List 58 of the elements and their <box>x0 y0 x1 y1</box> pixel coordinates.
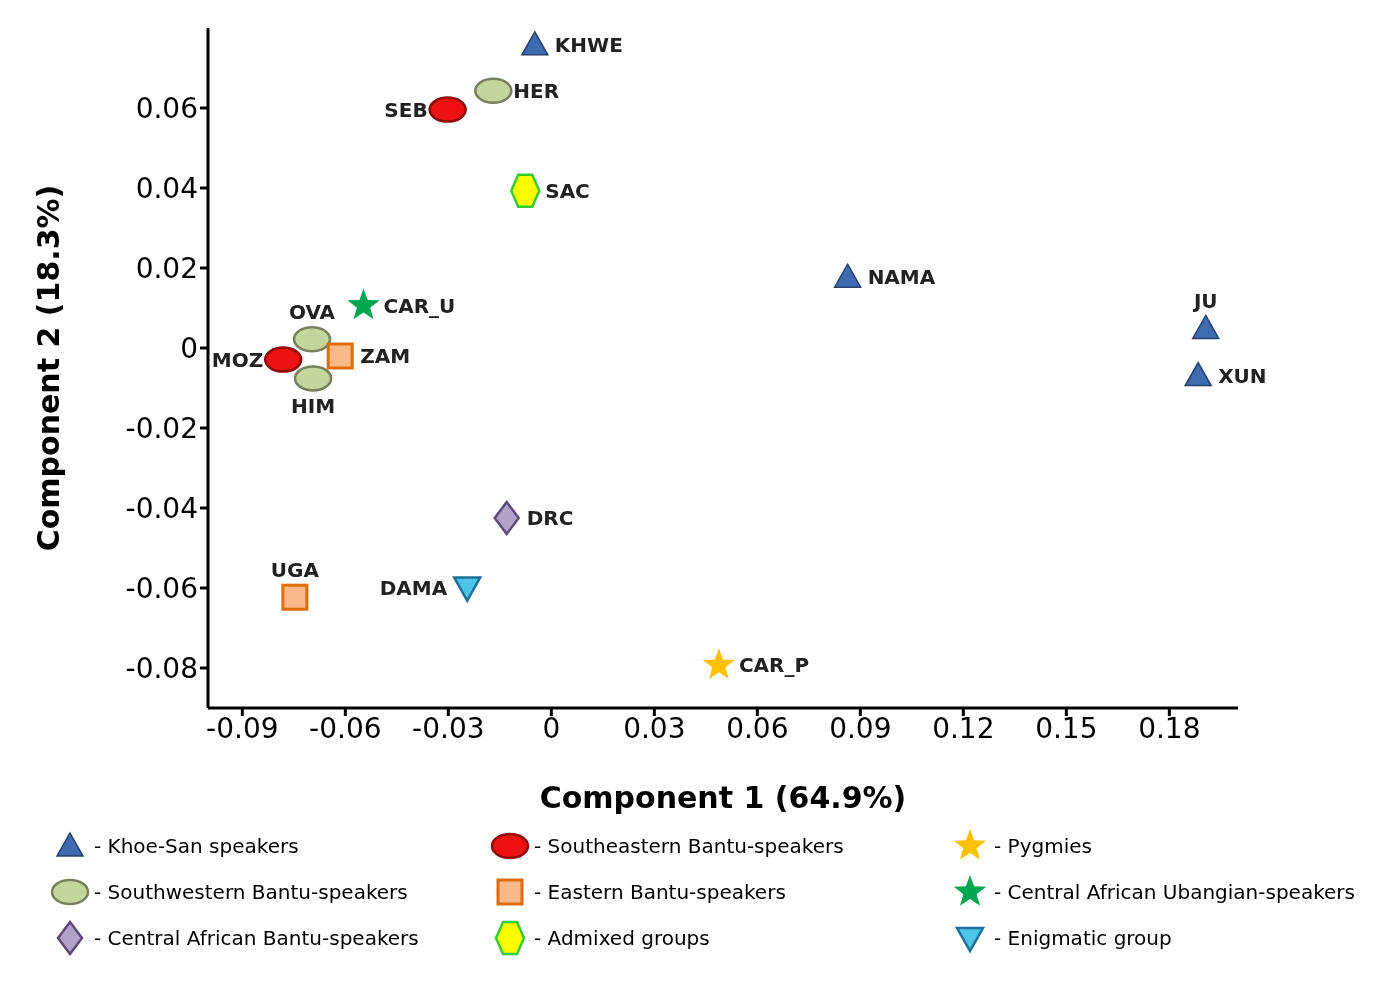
annotation: SEB <box>384 97 428 122</box>
x-tick-label: 0.15 <box>1035 711 1098 745</box>
y-tick-label: -0.04 <box>125 491 198 525</box>
annotation: DRC <box>526 506 574 531</box>
legend-label: - Eastern Bantu-speakers <box>534 880 786 904</box>
annotation: SAC <box>545 178 590 203</box>
y-tick-label: -0.08 <box>125 651 198 685</box>
point <box>1184 361 1212 387</box>
annotation: CAR_U <box>383 293 456 318</box>
legend-label: - Enigmatic group <box>994 926 1172 950</box>
x-tick-label: 0.12 <box>932 711 995 745</box>
legend-label: - Central African Ubangian-speakers <box>994 880 1355 904</box>
annotation: UGA <box>270 558 320 583</box>
y-tick-label: 0.04 <box>135 171 198 205</box>
x-tick-label: 0.03 <box>623 711 686 745</box>
point <box>347 288 380 320</box>
annotation: CAR_P <box>738 653 810 678</box>
legend-label: - Pygmies <box>994 834 1092 858</box>
annotation: DAMA <box>379 575 448 600</box>
point <box>1191 314 1220 340</box>
legend-label: - Admixed groups <box>534 926 710 950</box>
x-tick-label: 0 <box>542 711 561 745</box>
y-tick-label: -0.06 <box>125 571 198 605</box>
legend-label: - Khoe-San speakers <box>94 834 299 858</box>
y-axis-title: Component 2 (18.3%) <box>30 184 66 552</box>
legend-label: - Central African Bantu-speakers <box>94 926 419 950</box>
point <box>292 325 332 353</box>
x-tick-label: 0.18 <box>1138 711 1201 745</box>
point <box>493 500 520 536</box>
legend-label: - Southeastern Bantu-speakers <box>534 834 844 858</box>
legend-label: - Southwestern Bantu-speakers <box>94 880 408 904</box>
y-tick-label: -0.02 <box>125 411 198 445</box>
x-tick-label: 0.06 <box>726 711 789 745</box>
point <box>509 173 541 209</box>
point <box>281 583 309 611</box>
x-tick-label: 0.09 <box>829 711 892 745</box>
annotation: NAMA <box>867 265 936 290</box>
annotation: XUN <box>1218 363 1267 388</box>
annotation: OVA <box>288 300 336 325</box>
x-tick-label: -0.09 <box>206 711 279 745</box>
annotation: JU <box>1191 289 1218 314</box>
point <box>326 342 354 370</box>
point <box>474 77 513 105</box>
point <box>702 648 736 679</box>
annotation: HER <box>513 78 560 103</box>
y-tick-label: 0.06 <box>135 91 198 125</box>
annotation: MOZ <box>211 347 264 372</box>
x-tick-label: -0.03 <box>412 711 485 745</box>
point <box>521 31 549 56</box>
annotation: HIM <box>291 393 336 418</box>
x-tick-label: -0.06 <box>309 711 382 745</box>
x-axis-title: Component 1 (64.9%) <box>539 780 907 815</box>
annotation: ZAM <box>360 344 411 369</box>
y-tick-label: 0.02 <box>135 251 198 285</box>
annotation: KHWE <box>554 32 623 57</box>
point <box>833 263 862 288</box>
y-tick-label: 0 <box>180 331 198 365</box>
point <box>452 576 482 602</box>
